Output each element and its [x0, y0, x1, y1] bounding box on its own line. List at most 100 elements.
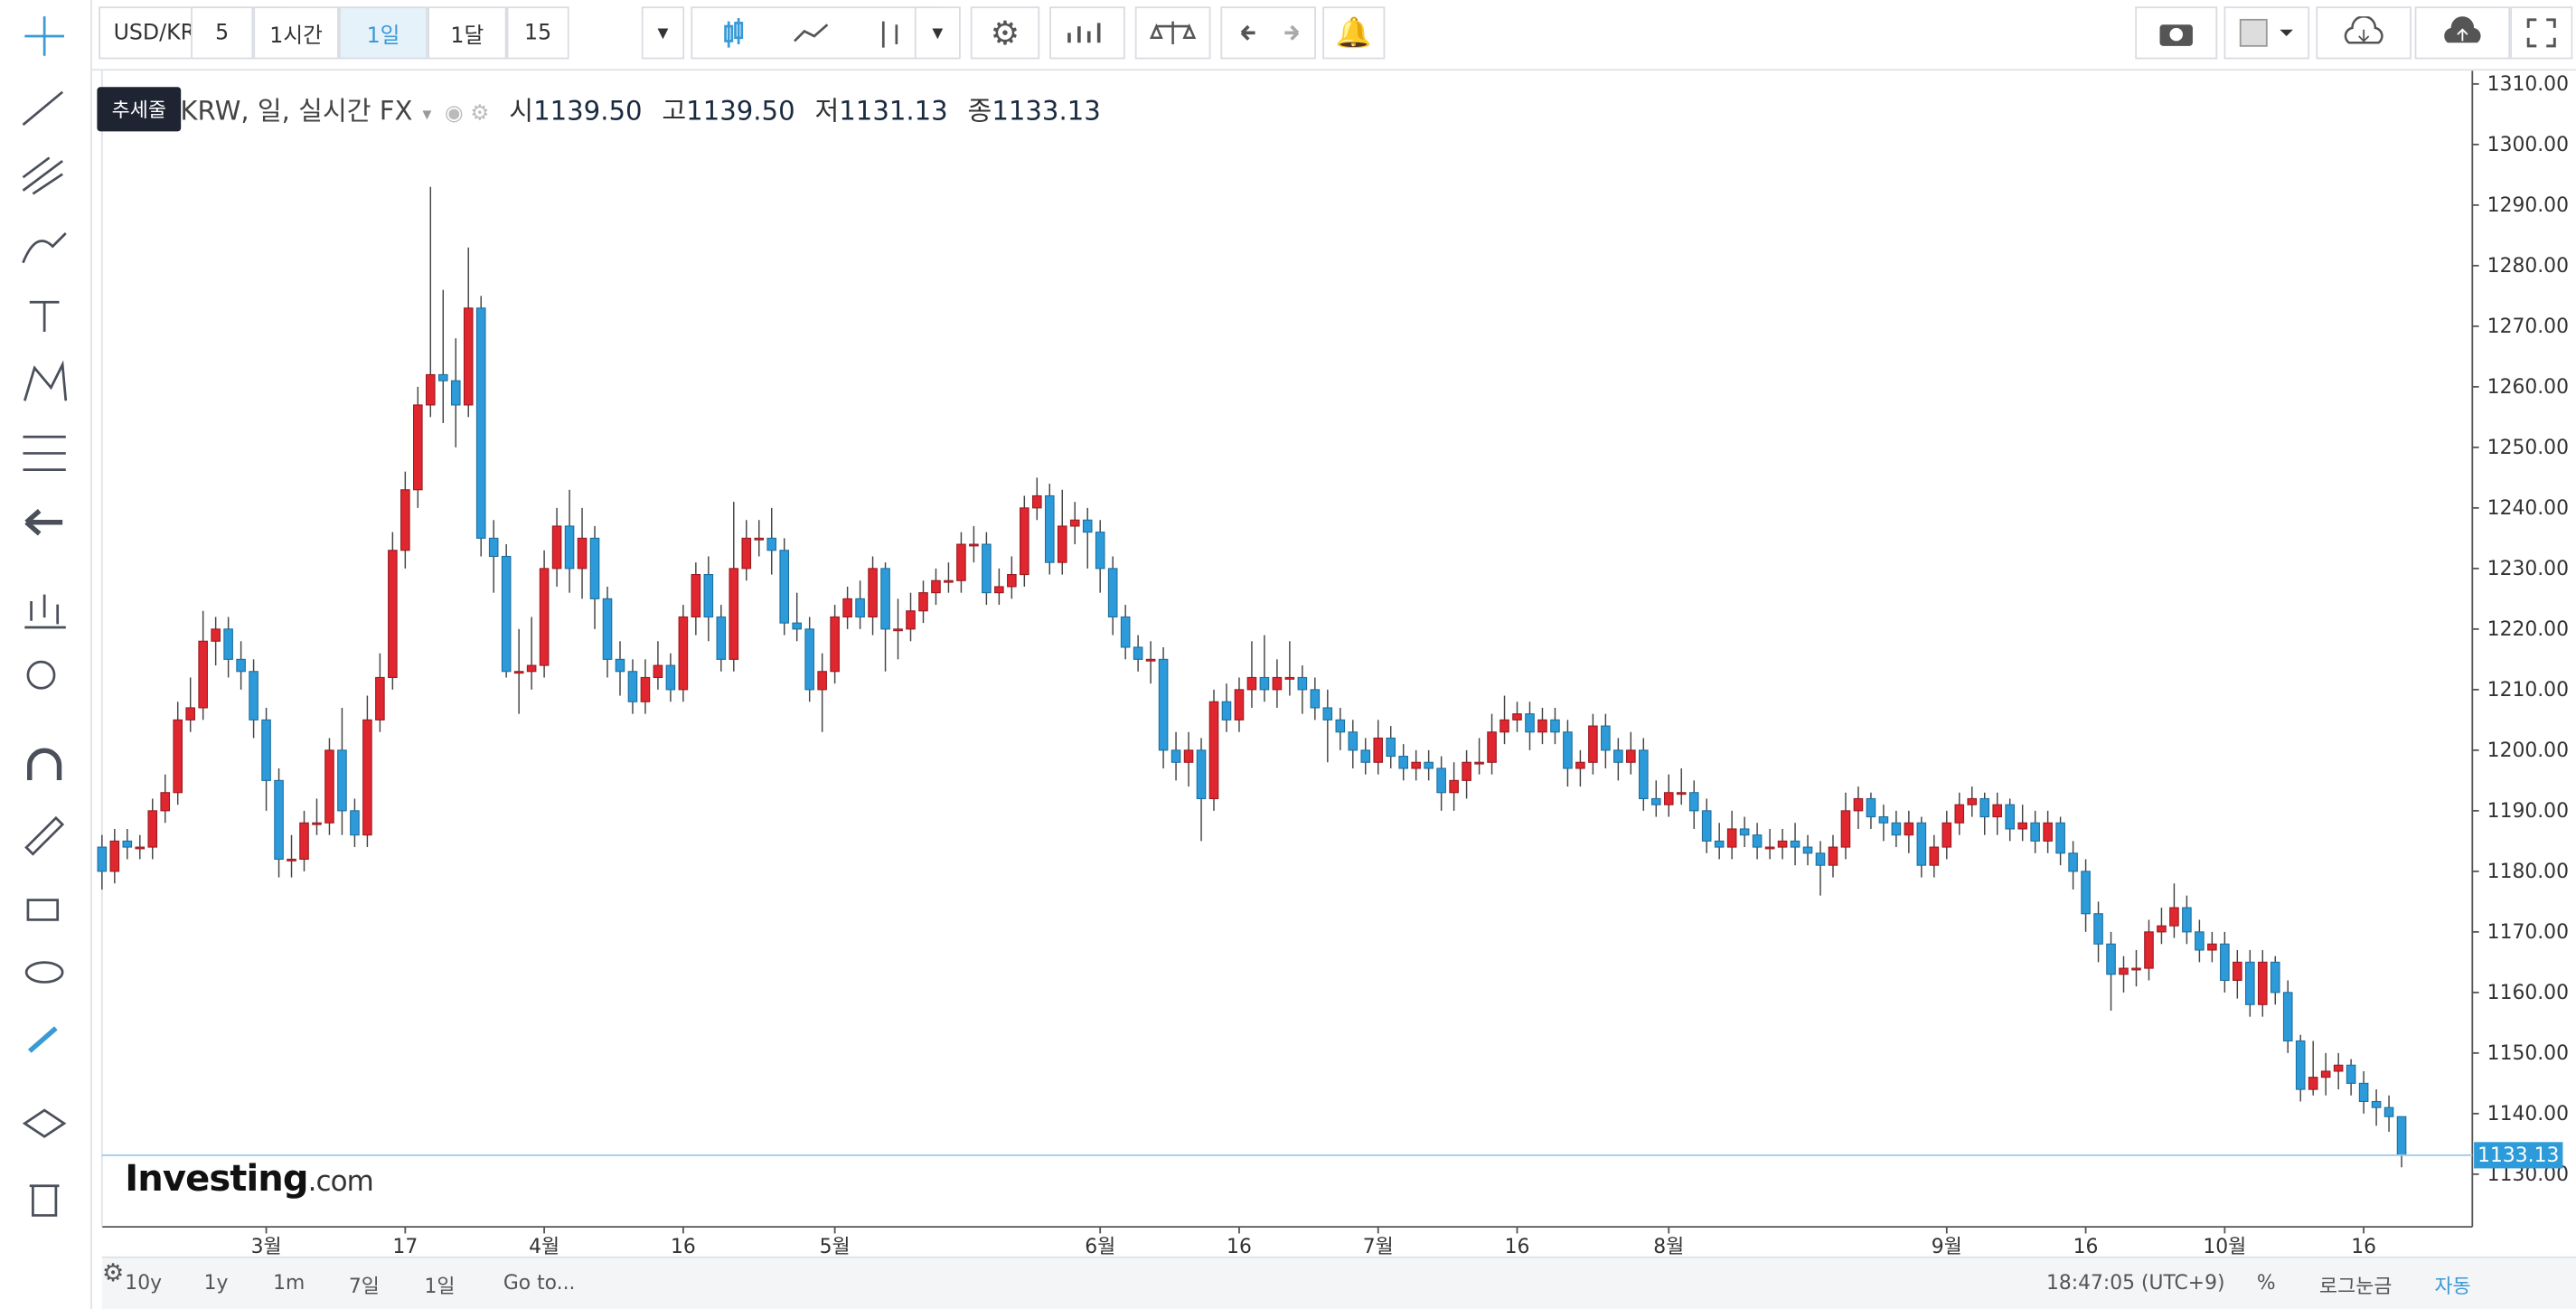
undo-redo[interactable]: [1220, 6, 1316, 60]
clock: 18:47:05 (UTC+9): [2045, 1271, 2225, 1295]
candle-body: [931, 579, 941, 594]
candle-body: [198, 640, 208, 709]
lock-tool[interactable]: [26, 899, 60, 921]
trendline-tool[interactable]: [22, 90, 64, 127]
interval-button[interactable]: 1시간: [253, 6, 339, 60]
candle-body: [1650, 797, 1661, 805]
range-button[interactable]: 7일: [348, 1274, 380, 1298]
range-button[interactable]: 1y: [203, 1271, 229, 1295]
candle-body: [475, 307, 486, 539]
settings-button[interactable]: ⚙: [970, 6, 1040, 60]
visibility-tool[interactable]: [24, 961, 64, 984]
ohlc-label: 시: [509, 95, 534, 127]
candle-body: [716, 616, 727, 660]
compare-button[interactable]: [1134, 6, 1211, 60]
candle-body: [1462, 761, 1471, 781]
candle-body: [425, 373, 436, 406]
prediction-tool[interactable]: [23, 435, 66, 471]
download-button[interactable]: [2316, 6, 2411, 60]
interval-menu[interactable]: ▾: [641, 6, 685, 60]
x-tick-label: 9월: [1932, 1236, 1962, 1258]
candle-body: [2106, 943, 2116, 975]
magnet-tool[interactable]: [27, 748, 62, 780]
top-toolbar: USD/KRW 5 1시간 1일 1달 15 ▾ ▾ ⚙ 🔔: [91, 0, 2576, 71]
y-tick-label: 1310.00: [2487, 73, 2569, 96]
candle-body: [185, 707, 195, 720]
candle-body: [1601, 725, 1611, 751]
goto-button[interactable]: Go to...: [503, 1271, 576, 1295]
candle-body: [2005, 804, 2015, 830]
candle-body: [1752, 834, 1763, 848]
candle-body: [2257, 961, 2268, 1005]
cloud-down-icon: [2344, 16, 2383, 44]
range-button[interactable]: 1일: [424, 1274, 456, 1298]
fullscreen-icon: [2526, 18, 2556, 48]
delete-tool[interactable]: [29, 1184, 60, 1217]
snapshot-button[interactable]: [2135, 6, 2218, 60]
range-button[interactable]: 10y: [125, 1271, 163, 1295]
candle-body: [2055, 822, 2065, 854]
candle-body: [2346, 1064, 2356, 1084]
text-tool[interactable]: [29, 300, 60, 332]
zoom-tool[interactable]: [26, 660, 56, 690]
y-tick-label: 1180.00: [2487, 861, 2569, 883]
color-button[interactable]: [2223, 6, 2310, 60]
candle-body: [1310, 689, 1321, 709]
candle-body: [1714, 840, 1725, 848]
lock-draw-tool[interactable]: [24, 815, 65, 856]
x-tick-label: 4월: [529, 1236, 559, 1258]
indicators-icon: [1067, 23, 1101, 43]
layers-tool[interactable]: [22, 1108, 67, 1138]
chart-style-group[interactable]: [691, 6, 941, 60]
candle-body: [1487, 731, 1497, 763]
scale-option[interactable]: 자동: [2434, 1274, 2471, 1298]
candle-body: [994, 586, 1004, 594]
candle-body: [1221, 701, 1232, 720]
candle-body: [1866, 797, 1876, 818]
chart-settings[interactable]: ⚙: [101, 1257, 125, 1288]
candle-body: [337, 749, 347, 812]
interval-button[interactable]: 5: [191, 6, 254, 60]
candle-body: [653, 664, 663, 679]
back-tool[interactable]: [24, 508, 63, 536]
candle-body: [1348, 731, 1359, 751]
y-tick-label: 1220.00: [2487, 618, 2569, 641]
style-menu[interactable]: ▾: [914, 6, 961, 60]
candle-body: [1082, 519, 1093, 533]
pattern-tool[interactable]: [23, 360, 68, 401]
interval-button[interactable]: 1일: [338, 6, 428, 60]
scale-option[interactable]: 로그눈금: [2319, 1274, 2393, 1298]
crosshair-tool[interactable]: [24, 16, 64, 56]
candle-body: [324, 749, 334, 824]
alert-button[interactable]: 🔔: [1322, 6, 1386, 60]
scale-option[interactable]: %: [2256, 1271, 2276, 1295]
interval-button[interactable]: 15: [506, 6, 569, 60]
candle-body: [2233, 961, 2242, 982]
indicator-tool[interactable]: [24, 594, 66, 629]
candle-body: [1284, 676, 1295, 680]
upload-button[interactable]: [2414, 6, 2511, 60]
candle-body: [2383, 1107, 2394, 1117]
fib-tool[interactable]: [22, 156, 63, 195]
indicators-button[interactable]: [1049, 6, 1125, 60]
candle-body: [1979, 797, 1990, 818]
ohlc-values: 시1139.50 고1139.50 저1131.13 종1133.13: [489, 95, 1100, 127]
link-tool[interactable]: [27, 1026, 58, 1053]
candle-body: [437, 373, 448, 381]
candle-body: [1904, 822, 1914, 836]
candle-body: [2068, 852, 2078, 872]
interval-button[interactable]: 1달: [428, 6, 507, 60]
candle-body: [1626, 749, 1636, 763]
tooltip: 추세줄: [97, 87, 182, 132]
brush-tool[interactable]: [22, 232, 67, 264]
y-tick-label: 1240.00: [2487, 497, 2569, 520]
fullscreen-button[interactable]: [2510, 6, 2573, 60]
candle-body: [944, 579, 954, 583]
candle-body: [261, 719, 271, 781]
candle-body: [1726, 828, 1737, 848]
candle-body: [501, 555, 512, 673]
candle-body: [868, 568, 878, 618]
candle-body: [969, 543, 979, 547]
range-button[interactable]: 1m: [273, 1271, 306, 1295]
candle-body: [2282, 992, 2293, 1042]
